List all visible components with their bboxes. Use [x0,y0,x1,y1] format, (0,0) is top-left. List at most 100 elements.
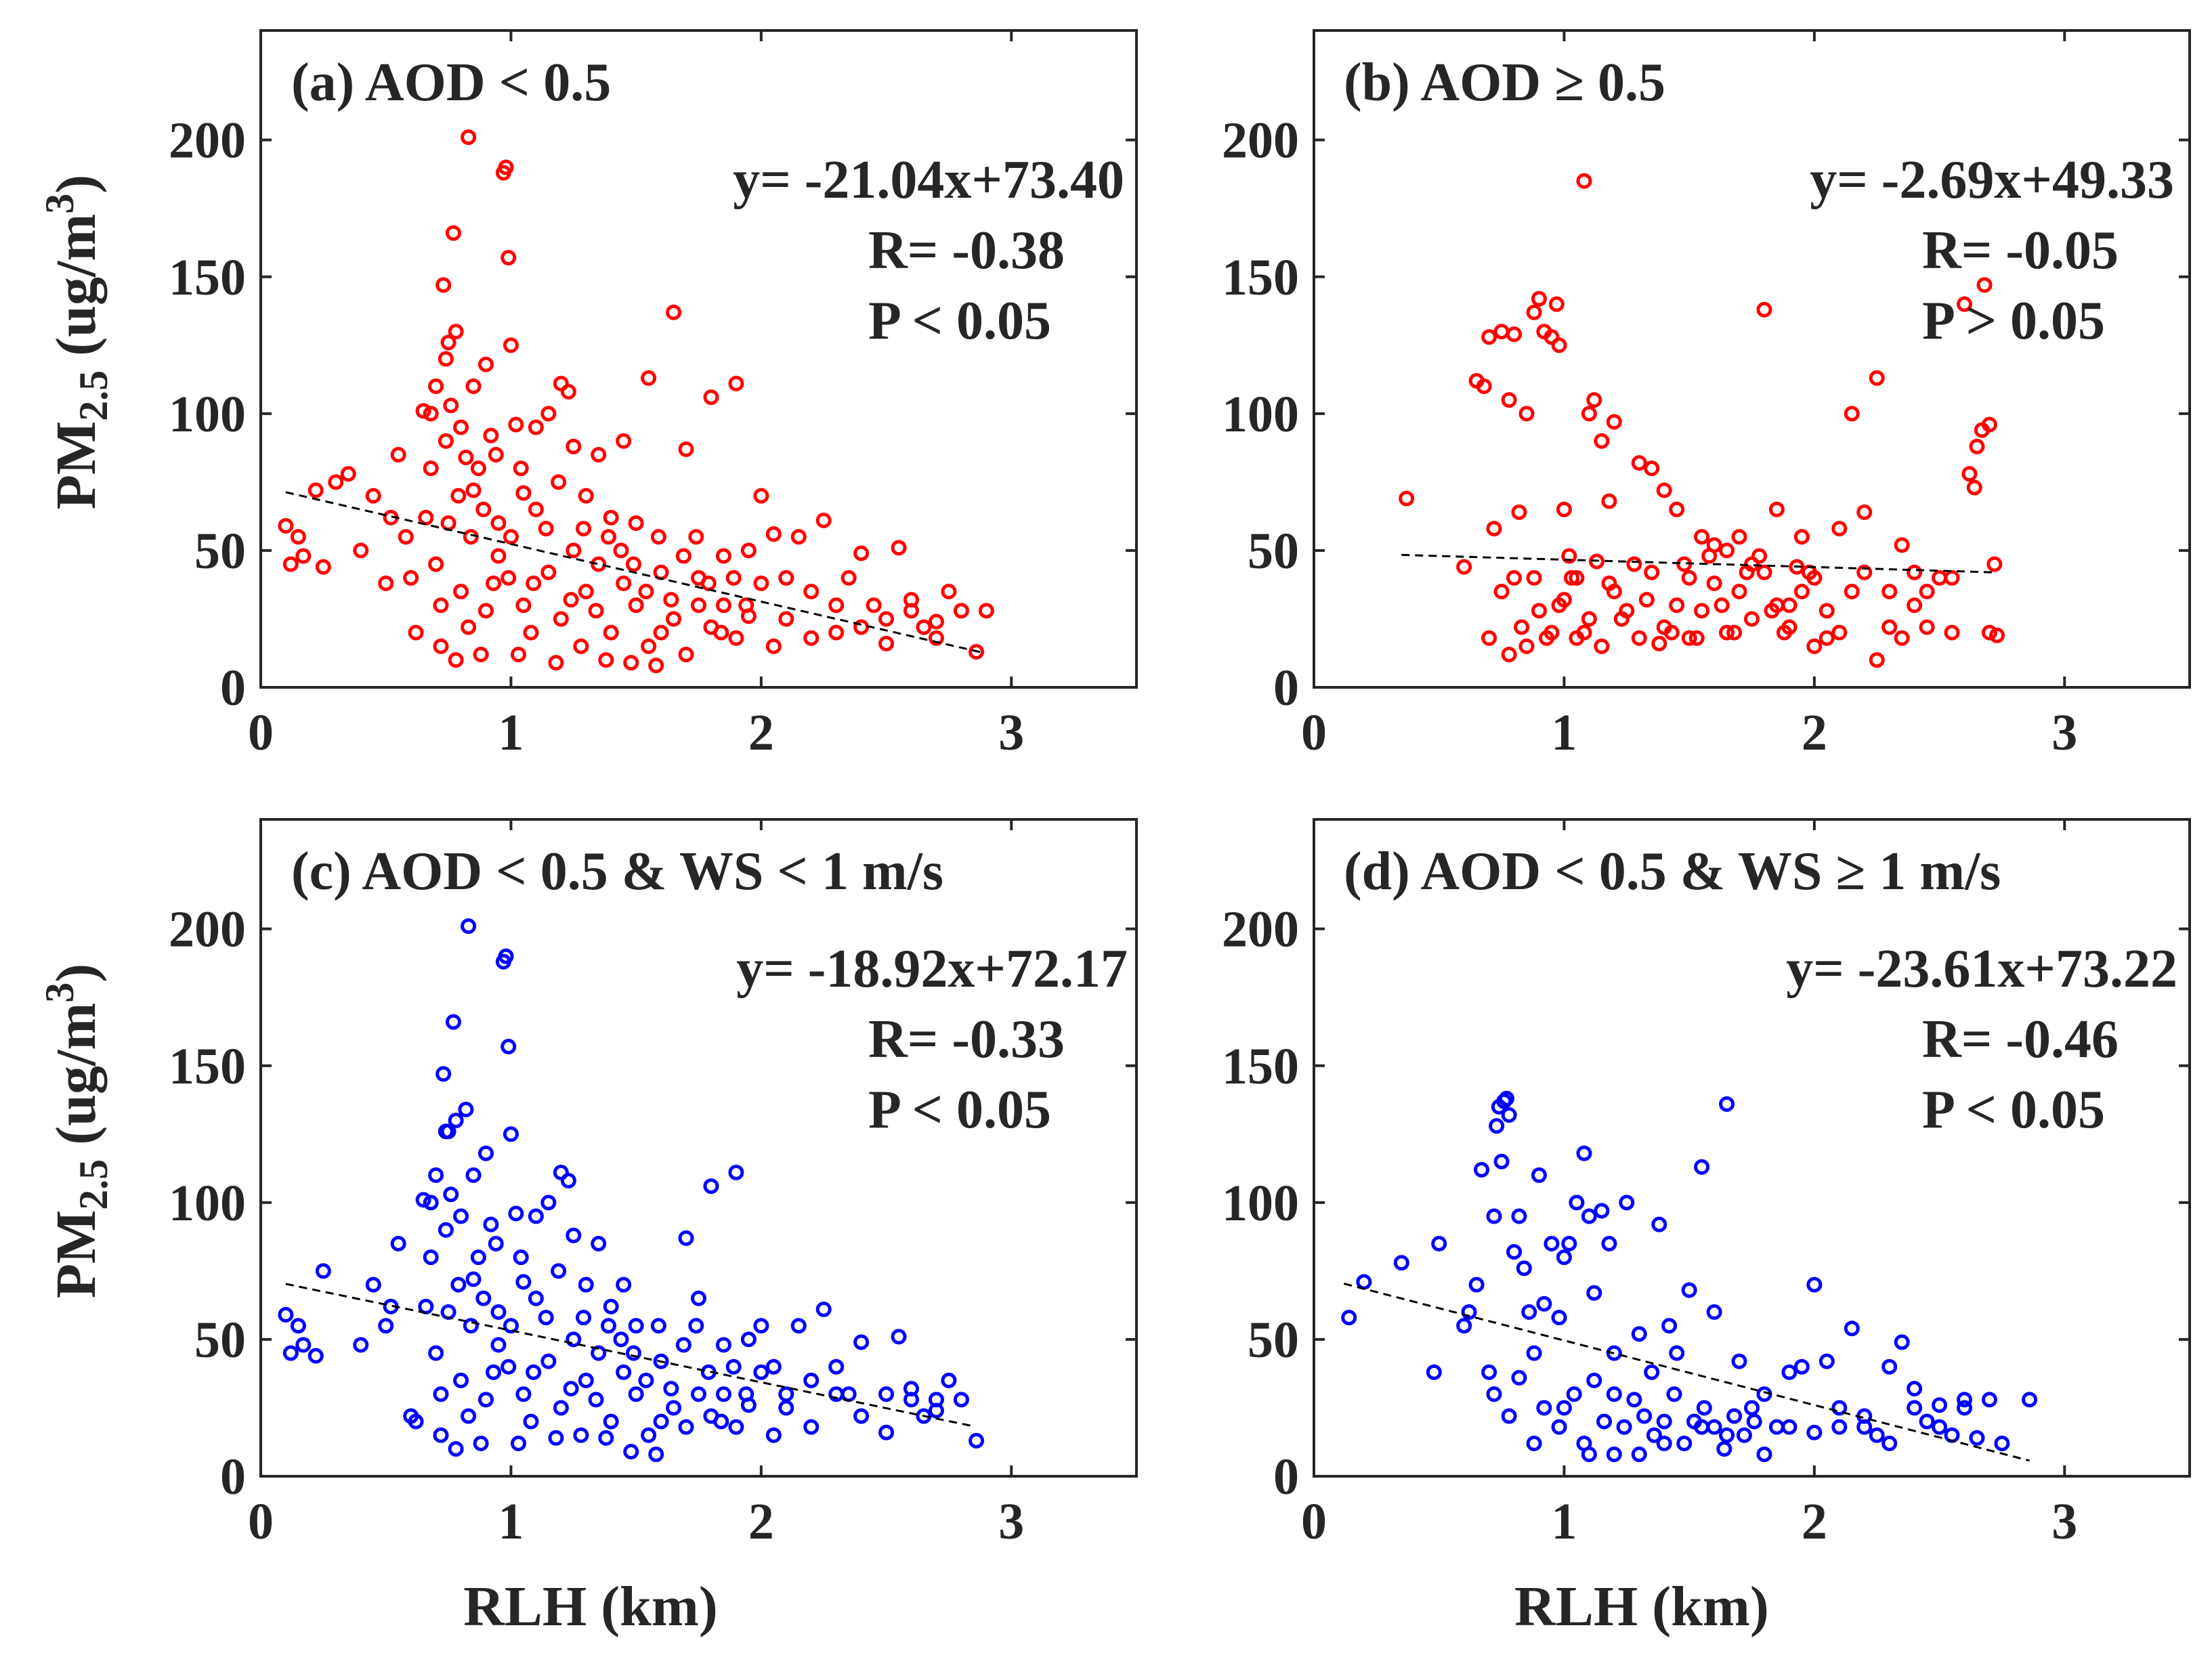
data-point [891,540,907,556]
data-point [1569,1195,1585,1211]
data-point [1486,1208,1502,1224]
p-value: P < 0.05 [1922,1080,2105,1140]
data-point [678,1419,694,1435]
data-point [282,556,299,572]
data-point [1626,1392,1642,1408]
data-point [1601,493,1617,509]
data-point [390,1235,406,1251]
data-point [623,655,639,671]
data-point [1514,619,1530,635]
data-point [553,611,569,627]
data-point [616,1276,632,1293]
y-tick-label: 100 [169,1175,246,1232]
data-point [328,474,344,490]
correlation-r: R= -0.38 [868,221,1065,280]
data-point [1932,1419,1948,1435]
data-point [548,655,564,671]
data-point [1756,564,1772,580]
data-point [428,378,444,394]
data-point [1501,1408,1517,1424]
data-point [1831,1419,1848,1435]
data-point [765,1427,782,1443]
data-point [1531,1167,1547,1183]
data-point [1581,611,1597,627]
data-point [1669,501,1685,517]
data-point [438,351,454,367]
data-point [1818,630,1835,646]
data-point [1777,624,1793,641]
data-point [1736,1427,1752,1443]
data-point [666,611,682,627]
data-point [1644,1364,1660,1380]
data-point [1894,630,1910,646]
data-point [560,384,576,400]
data-point [1781,1364,1798,1380]
y-tick-label: 200 [169,112,246,169]
data-point [1544,329,1560,345]
data-point [803,584,820,600]
data-point [1493,1153,1510,1169]
data-point [365,1276,381,1293]
data-point [1706,1419,1722,1435]
data-point [790,1318,807,1334]
data-point [576,1310,592,1326]
data-point [450,1276,467,1293]
tick-labels: 0 1 2 3 0 50 100 150 200 [169,901,1024,1550]
data-point [641,638,657,654]
data-point [483,1216,499,1232]
data-point [878,1386,895,1402]
data-point [713,1413,729,1430]
data-point [1881,619,1898,635]
data-point [778,611,794,627]
data-point [1907,597,1923,614]
data-point [1669,597,1685,614]
data-point [1669,1345,1685,1361]
y-tick-label: 50 [194,1312,246,1369]
data-point [891,1329,907,1345]
data-point [501,570,517,586]
data-point [1481,1364,1497,1380]
data-point [941,1373,957,1389]
data-point [1536,1400,1552,1416]
data-point [477,1392,494,1408]
data-point [1706,575,1722,591]
data-point [1907,1381,1923,1397]
data-point [528,419,544,435]
data-point [423,1195,439,1211]
data-point [290,529,306,545]
data-point [678,1230,694,1246]
data-point [501,1358,517,1375]
data-point [1561,1235,1577,1251]
data-point [1518,638,1535,654]
data-point [418,509,434,525]
data-point [526,1364,542,1380]
data-point [378,575,394,591]
data-point [591,1345,607,1361]
data-point [526,575,542,591]
data-point [1894,1334,1910,1350]
data-point [578,1373,594,1389]
data-point [423,460,439,477]
data-point [486,1364,502,1380]
data-point [853,1408,870,1424]
data-point [591,1235,607,1251]
data-point [428,1167,444,1183]
data-point [603,1298,619,1314]
plot-frame [259,818,1138,1478]
data-point [415,1192,431,1208]
data-point [465,1271,482,1287]
y-tick-label: 50 [194,523,246,580]
data-point [728,1419,744,1435]
data-point [1781,597,1798,614]
data-point [1831,624,1848,641]
data-point [423,1249,439,1266]
data-point [353,1337,369,1353]
data-point [1989,627,2005,643]
p-value: P < 0.05 [868,1080,1051,1140]
y-tick-label: 0 [1273,660,1299,716]
data-point [443,1186,459,1203]
data-point [501,1038,517,1054]
data-point [1569,570,1585,586]
data-point [969,1432,985,1448]
data-point [440,335,456,351]
